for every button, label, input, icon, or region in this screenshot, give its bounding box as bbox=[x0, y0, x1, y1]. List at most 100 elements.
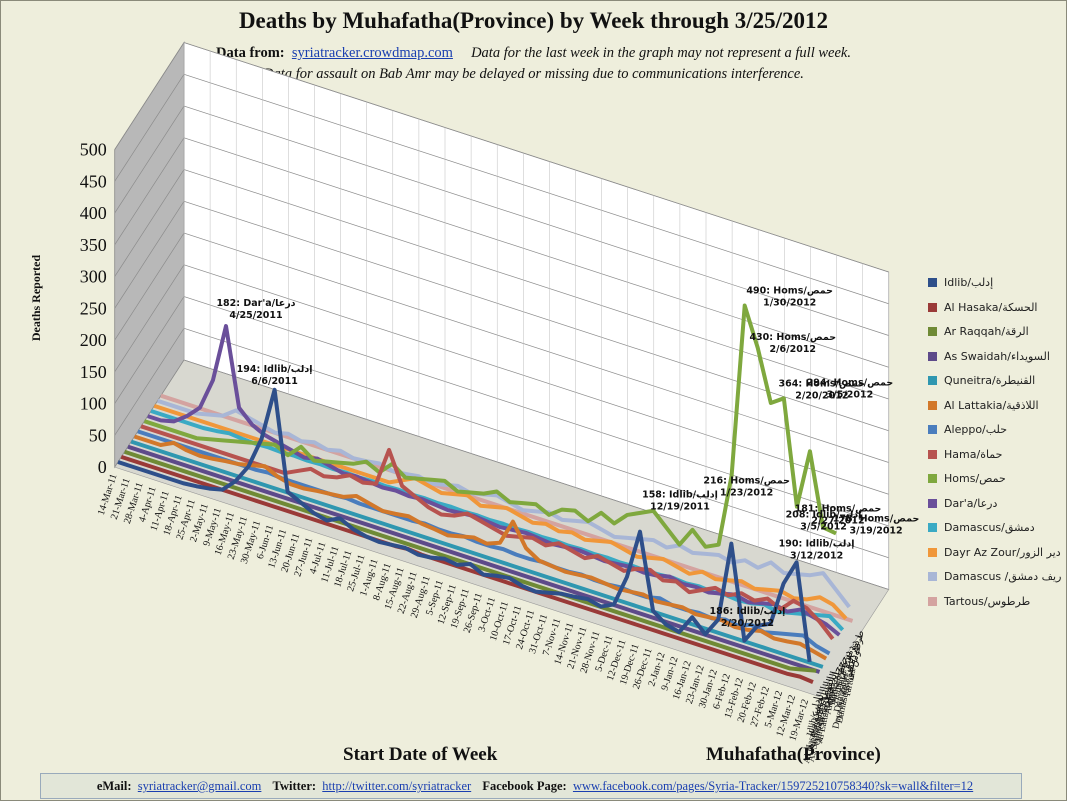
legend-swatch bbox=[928, 278, 937, 287]
data-label-value: 294: Homs/حمص bbox=[807, 377, 894, 388]
legend-swatch bbox=[928, 547, 937, 557]
legend-item: Damascus /ريف دمشق bbox=[924, 570, 1064, 595]
legend-item: Idlib/إدلب bbox=[924, 276, 1064, 301]
legend-item: Hama/حماة bbox=[924, 448, 1064, 473]
legend-swatch bbox=[928, 425, 937, 434]
data-label-date: 2/20/2012 bbox=[721, 618, 774, 629]
legend-label: As Swaidah/السويداء bbox=[944, 349, 1050, 363]
legend-item: Aleppo/حلب bbox=[924, 423, 1064, 448]
data-label-date: 2/27/2012 bbox=[811, 515, 864, 526]
legend-swatch bbox=[928, 596, 937, 606]
data-label-value: 364: Homs/حمص bbox=[779, 378, 866, 389]
x-axis: 14-Mar-1121-Mar-1128-Mar-114-Apr-1111-Ap… bbox=[96, 473, 811, 743]
y-tick-label: 300 bbox=[80, 267, 107, 287]
legend-label: Dar'a/درعا bbox=[944, 496, 998, 510]
y-tick-label: 500 bbox=[80, 140, 107, 160]
y-tick-label: 200 bbox=[80, 330, 107, 350]
y-tick-label: 400 bbox=[80, 203, 107, 223]
facebook-link[interactable]: www.facebook.com/pages/Syria-Tracker/159… bbox=[572, 779, 974, 793]
twitter-label: Twitter: bbox=[272, 779, 317, 793]
data-label-date: 2/20/2012 bbox=[795, 390, 848, 401]
chart-grid bbox=[114, 42, 889, 590]
legend-swatch bbox=[928, 523, 937, 532]
last-week-note: Data for the last week in the graph may … bbox=[471, 45, 851, 61]
y-tick-label: 350 bbox=[80, 235, 107, 255]
legend-item: Quneitra/القنيطرة bbox=[924, 374, 1064, 399]
bab-amr-note: Data for assault on Bab Amr may be delay… bbox=[263, 66, 804, 82]
y-tick-label: 250 bbox=[80, 298, 107, 318]
data-label-value: 178: Homs/حمص bbox=[833, 513, 920, 524]
legend-label: Dayr Az Zour/دير الزور bbox=[944, 545, 1061, 559]
data-label-date: 4/25/2011 bbox=[229, 310, 282, 321]
legend-swatch bbox=[928, 474, 937, 483]
data-label-value: 182: Dar'a/درعا bbox=[216, 298, 295, 309]
legend-swatch bbox=[928, 572, 937, 581]
data-source-link[interactable]: syriatracker.crowdmap.com bbox=[291, 45, 453, 61]
series-layer bbox=[117, 303, 854, 684]
twitter-link[interactable]: http://twitter.com/syriatracker bbox=[322, 779, 472, 793]
data-label-value: 190: Idlib/إدلب bbox=[779, 538, 855, 549]
legend-label: Tartous/طرطوس bbox=[944, 594, 1031, 608]
y-tick-label: 50 bbox=[89, 425, 107, 445]
y-tick-label: 0 bbox=[98, 457, 107, 477]
email-label: eMail: bbox=[96, 779, 132, 793]
y-tick-label: 450 bbox=[80, 171, 107, 191]
legend-item: Al Hasaka/الحسكة bbox=[924, 301, 1064, 326]
legend-label: Damascus/دمشق bbox=[944, 521, 1035, 534]
data-label-value: 158: Idlib/إدلب bbox=[642, 490, 718, 501]
legend-swatch bbox=[928, 498, 937, 508]
legend-swatch bbox=[928, 449, 937, 459]
data-label-value: 181: Homs/حمص bbox=[795, 503, 882, 514]
legend-label: Al Hasaka/الحسكة bbox=[944, 300, 1038, 314]
legend-item: Dayr Az Zour/دير الزور bbox=[924, 546, 1064, 571]
legend-label: Homs/حمص bbox=[944, 472, 1006, 485]
data-label-date: 2/6/2012 bbox=[769, 344, 816, 355]
data-label-date: 6/6/2011 bbox=[251, 376, 298, 387]
legend-item: Ar Raqqah/الرقة bbox=[924, 325, 1064, 350]
legend-label: Al Lattakia/اللاذقية bbox=[944, 398, 1039, 412]
data-label-value: 216: Homs/حمص bbox=[703, 475, 790, 486]
data-label-date: 3/12/2012 bbox=[790, 550, 843, 561]
data-source-line: Data from: syriatracker.crowdmap.com Dat… bbox=[0, 45, 1067, 62]
legend-item: Homs/حمص bbox=[924, 472, 1064, 497]
data-label-value: 490: Homs/حمص bbox=[746, 286, 833, 297]
legend-swatch bbox=[928, 351, 937, 361]
facebook-label: Facebook Page: bbox=[482, 779, 567, 793]
legend-item: Damascus/دمشق bbox=[924, 521, 1064, 546]
data-label-value: 208: Idlib/إدلب bbox=[786, 510, 862, 521]
legend-item: Dar'a/درعا bbox=[924, 497, 1064, 522]
y-tick-label: 150 bbox=[80, 362, 107, 382]
y-axis-title: Deaths Reported bbox=[29, 255, 43, 342]
data-from-label: Data from: bbox=[216, 45, 285, 61]
legend-item: Tartous/طرطوس bbox=[924, 595, 1064, 620]
legend-label: Aleppo/حلب bbox=[944, 423, 1007, 436]
data-label-date: 12/19/2011 bbox=[650, 502, 710, 513]
data-label-date: 3/19/2012 bbox=[849, 525, 902, 536]
legend: Idlib/إدلب Al Hasaka/الحسكة Ar Raqqah/الرق… bbox=[924, 276, 1064, 619]
legend-item: As Swaidah/السويداء bbox=[924, 350, 1064, 375]
legend-label: Ar Raqqah/الرقة bbox=[944, 325, 1029, 338]
legend-label: Damascus /ريف دمشق bbox=[944, 570, 1062, 583]
legend-label: Quneitra/القنيطرة bbox=[944, 374, 1036, 387]
data-label-value: 194: Idlib/إدلب bbox=[237, 364, 313, 375]
legend-swatch bbox=[928, 327, 937, 336]
data-label-date: 1/23/2012 bbox=[720, 487, 773, 498]
email-link[interactable]: syriatracker@gmail.com bbox=[137, 779, 262, 793]
legend-swatch bbox=[928, 302, 937, 312]
legend-label: Hama/حماة bbox=[944, 447, 1003, 461]
province-axis-title: Muhafatha(Province) bbox=[706, 744, 881, 765]
